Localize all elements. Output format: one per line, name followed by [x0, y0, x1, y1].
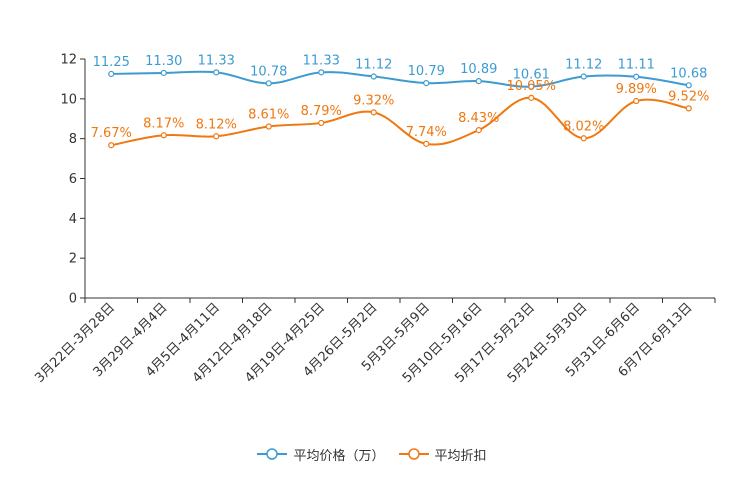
data-label: 10.05%	[506, 79, 556, 94]
data-label: 7.74%	[406, 125, 447, 140]
data-point	[108, 142, 115, 149]
legend-item-price[interactable]: 平均价格（万）	[257, 445, 385, 464]
data-label: 8.17%	[143, 116, 184, 131]
data-label: 8.12%	[196, 117, 237, 132]
line-chart: 0246810123月22日-3月28日3月29日-4月4日4月5日-4月11日…	[32, 53, 716, 386]
data-point	[213, 133, 220, 140]
data-point	[318, 69, 325, 76]
data-point	[633, 73, 640, 80]
data-point	[160, 69, 167, 77]
data-label: 10.79	[408, 64, 445, 79]
data-point	[370, 109, 377, 116]
y-tick-label: 4	[69, 212, 77, 227]
data-label: 11.12	[565, 58, 602, 73]
data-label: 11.12	[355, 58, 392, 73]
y-tick-label: 8	[69, 132, 77, 147]
legend-discount-label: 平均折扣	[434, 448, 487, 464]
data-point	[318, 119, 325, 127]
data-label: 9.89%	[616, 82, 657, 97]
data-point	[370, 73, 377, 80]
data-label: 11.33	[303, 53, 340, 68]
data-label: 11.33	[198, 53, 235, 68]
data-label: 10.61	[513, 68, 550, 83]
data-point	[528, 83, 535, 90]
data-point	[475, 127, 482, 134]
data-label: 8.02%	[563, 119, 604, 134]
legend: 平均价格（万） 平均折扣	[0, 440, 744, 468]
data-point	[685, 105, 692, 112]
data-label: 7.67%	[91, 126, 132, 141]
data-point	[265, 123, 272, 130]
data-label: 9.32%	[353, 93, 394, 108]
data-point	[528, 94, 535, 101]
y-tick-label: 2	[69, 252, 77, 267]
data-point	[423, 140, 430, 147]
data-point	[633, 97, 640, 105]
y-tick-label: 6	[69, 172, 77, 187]
data-point	[213, 69, 220, 76]
data-label: 10.89	[460, 62, 497, 77]
data-label: 11.30	[145, 54, 182, 69]
data-point	[580, 73, 587, 80]
y-tick-label: 12	[60, 53, 77, 68]
data-point	[685, 82, 692, 89]
data-point	[475, 78, 482, 85]
data-label: 11.11	[618, 58, 655, 73]
data-label: 8.61%	[248, 108, 289, 123]
data-point	[160, 132, 167, 139]
data-label: 8.79%	[301, 104, 342, 119]
legend-discount-marker-icon	[398, 448, 429, 460]
data-label: 10.68	[670, 66, 707, 81]
legend-price-label: 平均价格（万）	[293, 448, 385, 464]
data-label: 9.52%	[668, 89, 709, 104]
data-label: 11.25	[93, 55, 130, 70]
data-point	[423, 79, 430, 87]
y-tick-label: 0	[69, 292, 77, 307]
series-line-0	[111, 70, 689, 88]
data-point	[580, 135, 587, 142]
data-label: 8.43%	[458, 111, 499, 126]
legend-item-discount[interactable]: 平均折扣	[398, 445, 487, 464]
data-point	[265, 80, 272, 87]
legend-price-marker-icon	[257, 448, 288, 460]
data-point	[108, 70, 115, 78]
data-label: 10.78	[250, 64, 287, 79]
y-tick-label: 10	[60, 92, 77, 107]
